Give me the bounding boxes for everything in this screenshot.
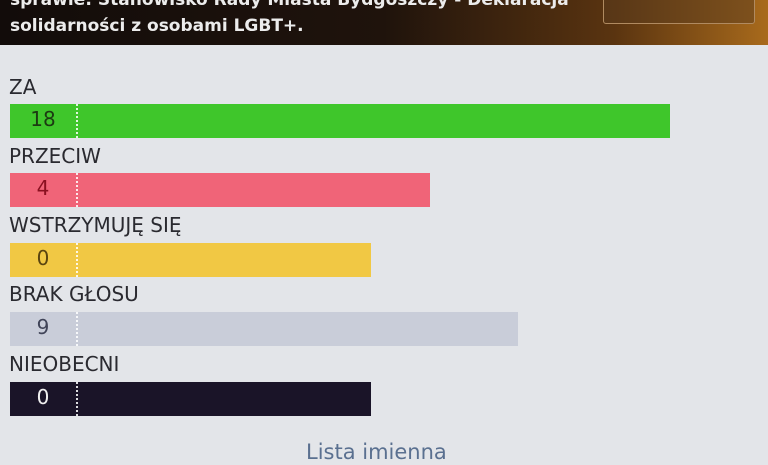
separator	[76, 312, 78, 346]
result-label: WSTRZYMUJĘ SIĘ	[9, 213, 182, 237]
separator	[76, 173, 78, 207]
result-count: 0	[36, 246, 50, 270]
separator	[76, 104, 78, 138]
result-count: 0	[36, 385, 50, 409]
result-label: NIEOBECNI	[9, 352, 120, 376]
result-count: 18	[30, 107, 56, 131]
result-bar: 18	[10, 104, 670, 138]
result-label: ZA	[9, 75, 37, 99]
vote-title: sprawie: Stanowisko Rady Miasta Bydgoszc…	[10, 0, 569, 36]
separator	[76, 382, 78, 416]
result-label: BRAK GŁOSU	[9, 282, 139, 306]
result-bar: 0	[10, 243, 371, 277]
named-list-link[interactable]: Lista imienna	[306, 440, 447, 464]
header-button[interactable]	[603, 0, 755, 24]
result-count: 9	[36, 315, 50, 339]
result-bar: 4	[10, 173, 430, 207]
header: sprawie: Stanowisko Rady Miasta Bydgoszc…	[0, 0, 768, 45]
result-label: PRZECIW	[9, 144, 101, 168]
result-count: 4	[36, 176, 50, 200]
result-bar: 9	[10, 312, 518, 346]
separator	[76, 243, 78, 277]
result-bar: 0	[10, 382, 371, 416]
